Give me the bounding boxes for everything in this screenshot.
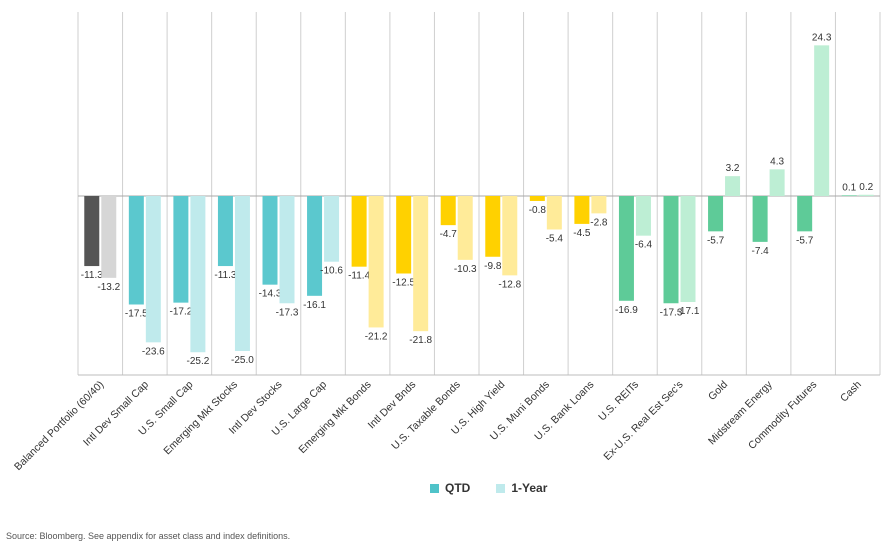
data-label-1-year: -12.8 <box>498 279 521 290</box>
data-label-qtd: -14.3 <box>259 289 282 300</box>
bar-qtd <box>618 196 634 301</box>
bar-qtd <box>351 196 367 267</box>
bar-1-year <box>324 196 340 262</box>
data-label-qtd: -16.1 <box>303 300 326 311</box>
data-label-qtd: -12.5 <box>392 278 415 289</box>
source-note: Source: Bloomberg. See appendix for asse… <box>6 531 291 541</box>
data-label-1-year: -23.6 <box>142 346 165 357</box>
bar-1-year <box>457 196 473 260</box>
data-label-1-year: -10.6 <box>320 266 343 277</box>
bar-qtd <box>262 196 278 285</box>
bar-1-year <box>680 196 696 303</box>
data-label-1-year: 24.3 <box>812 32 832 43</box>
bar-qtd <box>708 196 724 232</box>
bar-1-year <box>101 196 117 278</box>
bar-qtd <box>797 196 813 232</box>
bar-1-year <box>413 196 429 332</box>
bar-qtd <box>841 195 857 196</box>
legend-label-qtd: QTD <box>445 481 471 495</box>
data-label-qtd: -11.3 <box>214 270 236 281</box>
data-label-qtd: -4.7 <box>440 229 458 240</box>
bar-1-year <box>635 196 651 236</box>
bar-qtd <box>529 196 545 201</box>
bar-1-year <box>769 169 785 196</box>
data-label-1-year: 0.2 <box>859 182 873 193</box>
bar-qtd <box>752 196 768 242</box>
bar-qtd <box>396 196 412 274</box>
bar-qtd <box>173 196 189 303</box>
bar-qtd <box>574 196 590 224</box>
category-label: Cash <box>838 379 864 405</box>
data-label-qtd: -17.5 <box>125 309 148 320</box>
data-label-1-year: -5.4 <box>546 233 564 244</box>
bar-1-year <box>234 196 250 351</box>
data-label-qtd: -0.8 <box>529 205 547 216</box>
bar-qtd <box>128 196 144 305</box>
data-label-1-year: -17.1 <box>677 306 700 317</box>
bar-qtd <box>217 196 233 267</box>
data-label-qtd: -11.3 <box>81 270 103 281</box>
legend: QTD 1-Year <box>430 481 547 495</box>
legend-swatch-1-year <box>496 483 506 493</box>
data-label-qtd: 0.1 <box>842 182 856 193</box>
bar-qtd <box>307 196 323 296</box>
data-label-1-year: -2.8 <box>590 217 608 228</box>
data-label-1-year: -25.2 <box>186 356 209 367</box>
bar-1-year <box>546 196 562 230</box>
data-label-qtd: -5.7 <box>707 235 725 246</box>
data-label-1-year: 3.2 <box>726 163 740 174</box>
data-label-1-year: -21.8 <box>409 335 432 346</box>
data-label-qtd: -17.3 <box>660 307 683 318</box>
bar-1-year <box>279 196 295 304</box>
data-label-1-year: -6.4 <box>635 240 653 251</box>
bar-1-year <box>145 196 161 343</box>
data-label-1-year: -13.2 <box>97 282 120 293</box>
bar-1-year <box>591 196 607 214</box>
data-label-qtd: -17.2 <box>169 307 192 318</box>
data-label-qtd: -9.8 <box>484 261 502 272</box>
category-label: Ex-U.S. Real Est Sec's <box>601 379 685 463</box>
data-label-1-year: 4.3 <box>770 156 784 167</box>
bar-qtd <box>84 196 100 267</box>
bar-qtd <box>663 196 679 304</box>
data-label-qtd: -7.4 <box>751 246 769 257</box>
bar-1-year <box>368 196 384 328</box>
bar-1-year <box>502 196 518 276</box>
bar-1-year <box>858 194 874 196</box>
bar-qtd <box>440 196 456 226</box>
data-label-qtd: -4.5 <box>573 228 591 239</box>
data-label-1-year: -25.0 <box>231 355 254 366</box>
category-label: U.S. REITs <box>596 379 641 424</box>
data-label-1-year: -21.2 <box>365 331 388 342</box>
legend-item-qtd: QTD <box>430 481 470 495</box>
bar-qtd <box>485 196 501 257</box>
category-label: Emerging Mkt Stocks <box>161 379 240 458</box>
legend-swatch-qtd <box>430 483 439 493</box>
legend-item-1-year: 1-Year <box>496 481 547 495</box>
category-label: Gold <box>706 379 730 403</box>
bar-1-year <box>190 196 206 353</box>
bar-1-year <box>725 176 741 196</box>
data-label-qtd: -11.4 <box>348 271 370 282</box>
data-label-1-year: -10.3 <box>454 264 477 275</box>
legend-label-1-year: 1-Year <box>511 481 548 495</box>
category-label: Balanced Portfolio (60/40) <box>12 379 106 473</box>
data-label-qtd: -5.7 <box>796 235 814 246</box>
data-label-1-year: -17.3 <box>276 307 299 318</box>
bar-1-year <box>814 45 830 197</box>
data-label-qtd: -16.9 <box>615 305 638 316</box>
